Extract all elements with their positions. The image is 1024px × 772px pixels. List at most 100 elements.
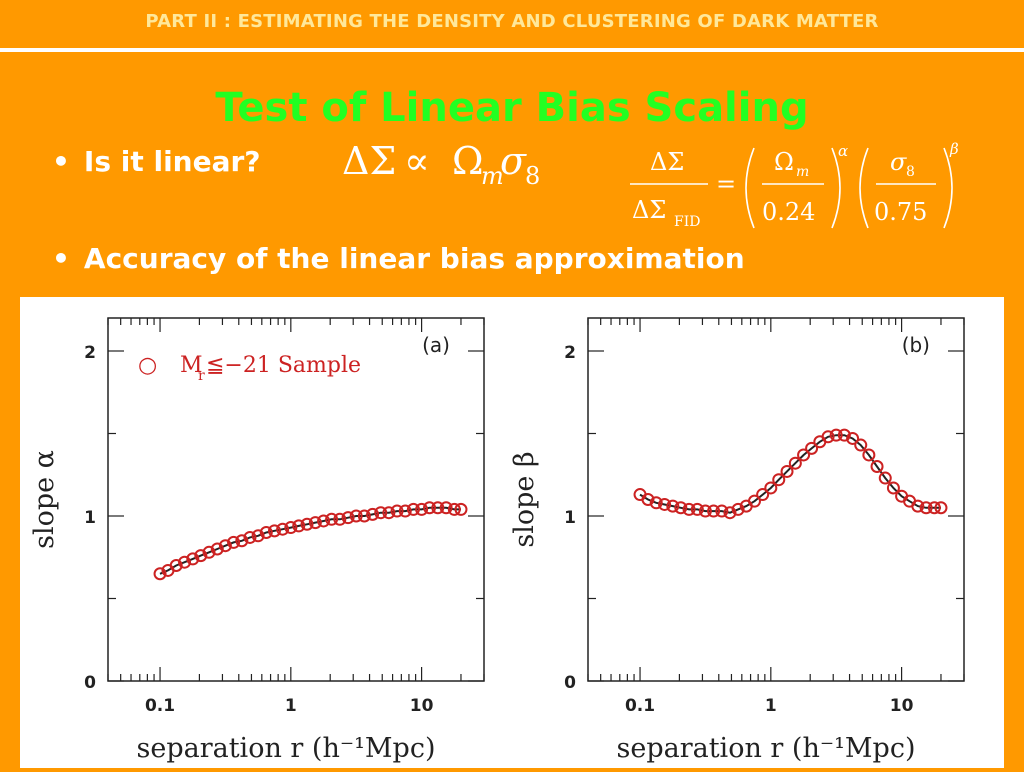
panel-a-legend-label-sub: r — [198, 368, 205, 384]
panel-a-data-point — [317, 514, 331, 528]
panel-a-data-point — [357, 509, 371, 523]
panel-b-data-point — [641, 493, 655, 506]
panel-b-frame — [587, 317, 965, 682]
bullet-dot: • — [52, 145, 70, 178]
panel-a-xtick-label: 0.1 — [145, 696, 175, 716]
bullet-text: Is it linear? — [83, 145, 261, 178]
panel-a-data-point — [398, 504, 412, 518]
bullet-accuracy: • Accuracy of the linear bias approximati… — [52, 242, 745, 276]
panel-a-data-point — [406, 502, 420, 516]
formula-proportional-sign: ∝ — [404, 139, 430, 183]
panel-b-data-point — [934, 501, 948, 515]
panel-b-data-point — [649, 496, 663, 510]
panel-b-data-point — [886, 481, 900, 495]
panel-b-ylabel: slope β — [509, 451, 540, 547]
panel-a-data-point — [178, 555, 192, 569]
panel-a-data-point — [415, 502, 429, 516]
proportionality-formula: ΔΣ ∝ Ω m σ 8 — [342, 139, 540, 190]
panel-b-data-point — [715, 504, 729, 518]
frac-eq: = — [716, 170, 736, 198]
panel-b-data-point — [821, 430, 835, 444]
bullet-text: Accuracy of the linear bias approximatio… — [83, 242, 745, 275]
panel-b-xlabel: separation r (h⁻¹Mpc) — [616, 733, 915, 764]
panel-b-series-line — [639, 434, 941, 514]
panel-b-data-point — [723, 506, 737, 520]
slide-header: PART II : ESTIMATING THE DENSITY AND CLU… — [145, 11, 879, 32]
panel-a-xtick-label: 10 — [410, 696, 434, 716]
panel-a-data-point — [308, 516, 322, 530]
panel-b-data-point — [658, 497, 672, 511]
panel-a-data-point — [292, 519, 306, 533]
formula-sigma: σ — [500, 139, 527, 183]
panel-b-data-point — [756, 488, 770, 502]
panel-a-data-point — [382, 506, 396, 520]
panel-a-data-point — [439, 501, 453, 515]
panel-a-data-point — [341, 511, 355, 525]
f1-num-sub: m — [796, 164, 809, 180]
panel-b-data-point — [797, 448, 811, 462]
panel-a-data-point — [276, 522, 290, 536]
panel-b-data-point — [878, 471, 892, 485]
panel-b-data-point — [862, 448, 876, 462]
chart-panel: 0.1 1 10 0 1 2 separation r (h⁻¹Mpc) slope α (a)… — [20, 297, 1004, 768]
panel-a-series-line — [159, 506, 461, 575]
panel-b-xtick-label: 1 — [765, 696, 777, 716]
f2-exp: β — [949, 140, 959, 158]
panel-a-legend-label: M — [180, 353, 203, 378]
panel-a-data-point — [259, 526, 273, 539]
f2-num-sub: 8 — [906, 164, 915, 180]
panel-a-data-point — [284, 521, 298, 535]
panel-a-data-point — [374, 506, 388, 520]
panel-a-data-point — [333, 512, 347, 526]
panel-a-data-point — [325, 512, 339, 526]
panel-b-data-point — [731, 502, 745, 516]
panel-a-data-point — [267, 524, 281, 538]
panel-b-data-point — [846, 431, 860, 445]
panel-a-data-point — [227, 535, 241, 549]
panel-b-data-point — [927, 501, 941, 515]
panel-b-data-point — [919, 501, 933, 515]
panel-b-ytick-label: 1 — [564, 508, 576, 528]
panel-a-frame — [107, 317, 485, 682]
panel-b-data-point — [698, 504, 712, 518]
panel-b-ytick-label: 0 — [564, 673, 576, 693]
frac-den-sub: FID — [674, 214, 700, 230]
panel-b-data-point — [788, 456, 802, 470]
panel-b-data-point — [805, 441, 819, 455]
panel-a-data-point — [390, 504, 404, 518]
panel-a-data-point — [251, 529, 265, 543]
paren-left-2 — [859, 147, 869, 229]
panel-a-ytick-label: 2 — [84, 343, 96, 363]
frac-num: ΔΣ — [650, 148, 684, 176]
panel-b-xtick-label: 0.1 — [625, 696, 655, 716]
panel-a-legend-label-rest: ≦−21 Sample — [206, 353, 361, 378]
panel-a-legend-marker: ○ — [138, 353, 157, 378]
f1-den: 0.24 — [762, 198, 815, 226]
panel-b-ytick-label: 2 — [564, 343, 576, 363]
f1-exp: α — [838, 142, 848, 160]
panel-a-data-point — [153, 567, 167, 581]
panel-a-xtick-label: 1 — [285, 696, 297, 716]
panel-b-data-point — [690, 502, 704, 516]
panel-a-data-point — [447, 502, 461, 516]
panel-b-data-point — [772, 473, 786, 487]
panel-a-data-point — [194, 549, 208, 563]
panel-b-data-point — [707, 504, 721, 518]
bullet-dot: • — [52, 242, 70, 275]
panel-b-data-point — [674, 501, 688, 515]
panel-b-data-point — [854, 438, 868, 452]
panel-b-data-point — [747, 494, 761, 508]
panel-a-data-point — [202, 545, 216, 559]
paren-right-1 — [831, 147, 841, 229]
formula-sigma-sub: 8 — [525, 162, 540, 190]
panel-a-data-point — [423, 501, 437, 515]
panel-a-ytick-label: 1 — [84, 508, 96, 528]
panel-a-data-point — [243, 530, 257, 544]
panel-a-data-point — [235, 534, 249, 548]
panel-a-data-point — [186, 552, 200, 566]
paren-right-2 — [943, 147, 953, 229]
panel-b-data-point — [837, 428, 851, 442]
panel-b-data-point — [780, 464, 794, 478]
panel-a-data-point — [431, 501, 445, 515]
